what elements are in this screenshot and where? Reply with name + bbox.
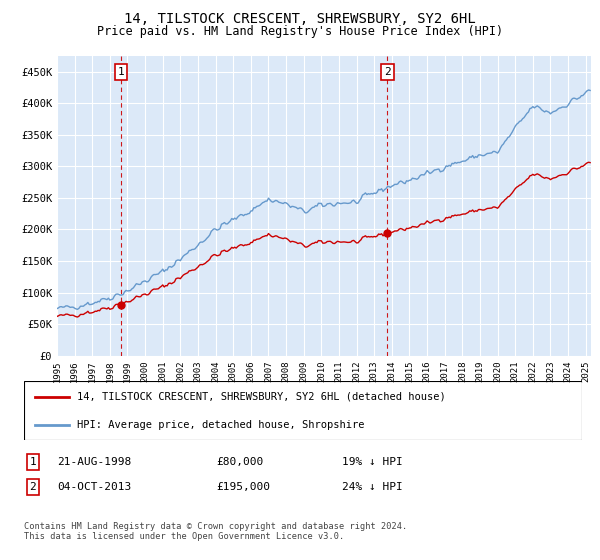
Text: £195,000: £195,000: [216, 482, 270, 492]
Text: £80,000: £80,000: [216, 457, 263, 467]
Text: 1: 1: [29, 457, 37, 467]
Text: 24% ↓ HPI: 24% ↓ HPI: [342, 482, 403, 492]
Text: Price paid vs. HM Land Registry's House Price Index (HPI): Price paid vs. HM Land Registry's House …: [97, 25, 503, 38]
Text: HPI: Average price, detached house, Shropshire: HPI: Average price, detached house, Shro…: [77, 420, 365, 430]
Text: 21-AUG-1998: 21-AUG-1998: [57, 457, 131, 467]
Text: 2: 2: [384, 67, 391, 77]
Text: 14, TILSTOCK CRESCENT, SHREWSBURY, SY2 6HL: 14, TILSTOCK CRESCENT, SHREWSBURY, SY2 6…: [124, 12, 476, 26]
Text: 14, TILSTOCK CRESCENT, SHREWSBURY, SY2 6HL (detached house): 14, TILSTOCK CRESCENT, SHREWSBURY, SY2 6…: [77, 391, 446, 402]
Text: Contains HM Land Registry data © Crown copyright and database right 2024.
This d: Contains HM Land Registry data © Crown c…: [24, 522, 407, 542]
Text: 19% ↓ HPI: 19% ↓ HPI: [342, 457, 403, 467]
Text: 2: 2: [29, 482, 37, 492]
Text: 04-OCT-2013: 04-OCT-2013: [57, 482, 131, 492]
Text: 1: 1: [118, 67, 125, 77]
